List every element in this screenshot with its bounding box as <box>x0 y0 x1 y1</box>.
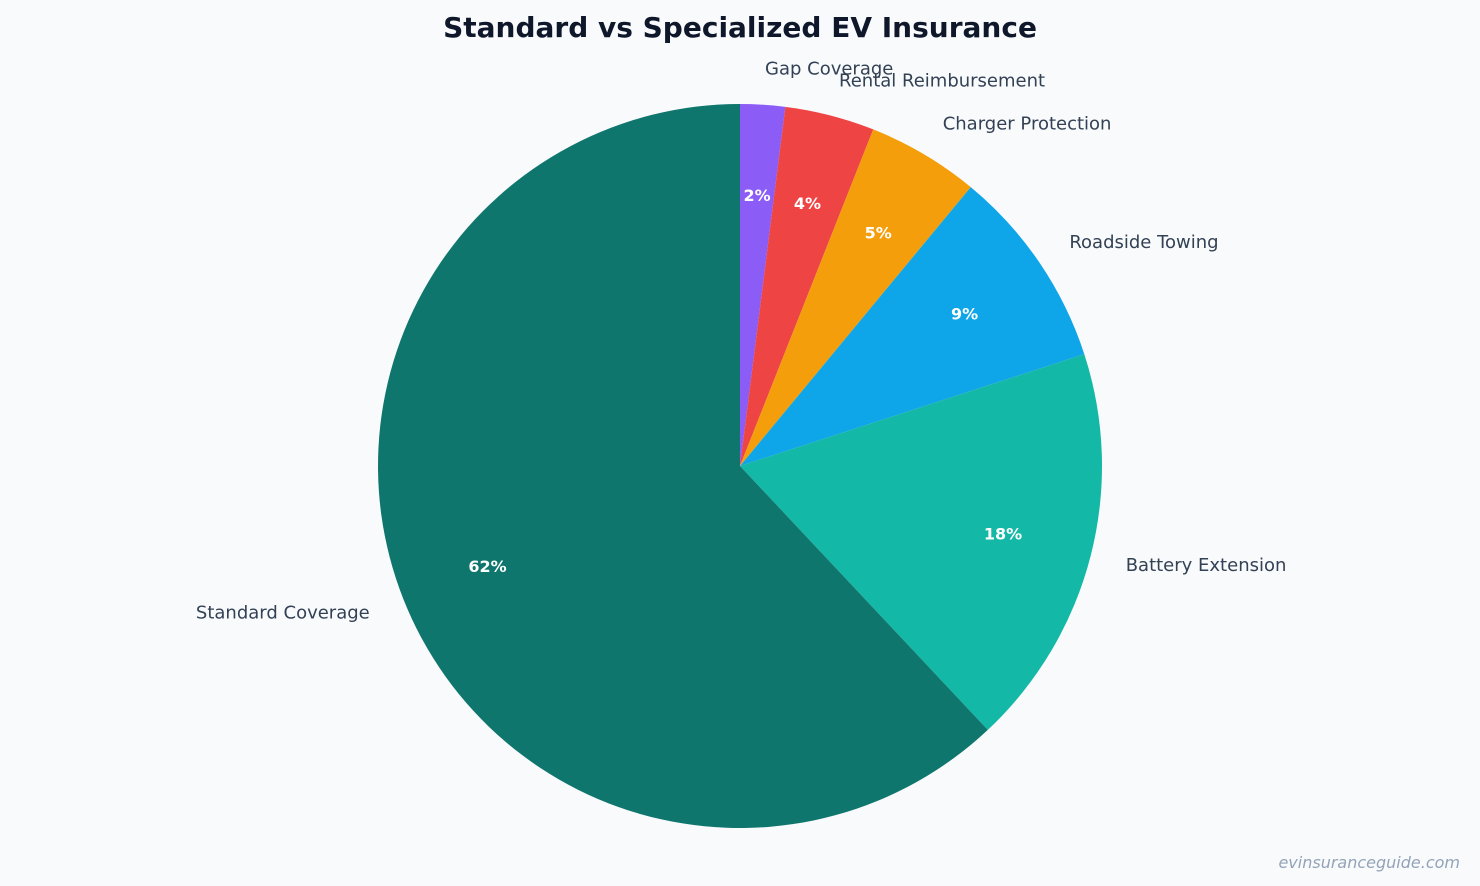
percent-label-roadside-towing: 9% <box>951 304 978 323</box>
category-label-roadside-towing: Roadside Towing <box>1069 232 1218 253</box>
pie-slice-rental-reimbursement <box>740 106 874 466</box>
watermark: evinsuranceguide.com <box>1278 853 1460 872</box>
pie-slices <box>378 103 1102 828</box>
category-label-rental-reimbursement: Rental Reimbursement <box>839 70 1045 91</box>
pie-slice-charger-protection <box>740 129 971 467</box>
pie-slice-gap-coverage <box>740 103 786 466</box>
percent-label-battery-extension: 18% <box>984 525 1022 544</box>
pie-slice-standard-coverage <box>378 104 988 828</box>
pie-slice-roadside-towing <box>740 187 1085 466</box>
percent-label-rental-reimbursement: 4% <box>794 194 821 213</box>
category-label-battery-extension: Battery Extension <box>1126 555 1287 576</box>
percent-label-gap-coverage: 2% <box>743 186 770 205</box>
percent-label-standard-coverage: 62% <box>468 557 506 576</box>
chart-title: Standard vs Specialized EV Insurance <box>443 11 1037 44</box>
percent-label-charger-protection: 5% <box>865 223 892 242</box>
category-label-gap-coverage: Gap Coverage <box>765 59 893 80</box>
pie-slice-battery-extension <box>740 354 1102 730</box>
category-label-charger-protection: Charger Protection <box>943 113 1112 134</box>
category-label-standard-coverage: Standard Coverage <box>196 603 370 624</box>
percent-labels: 2% 4% 5% 9% 18% 62% <box>468 186 1022 576</box>
